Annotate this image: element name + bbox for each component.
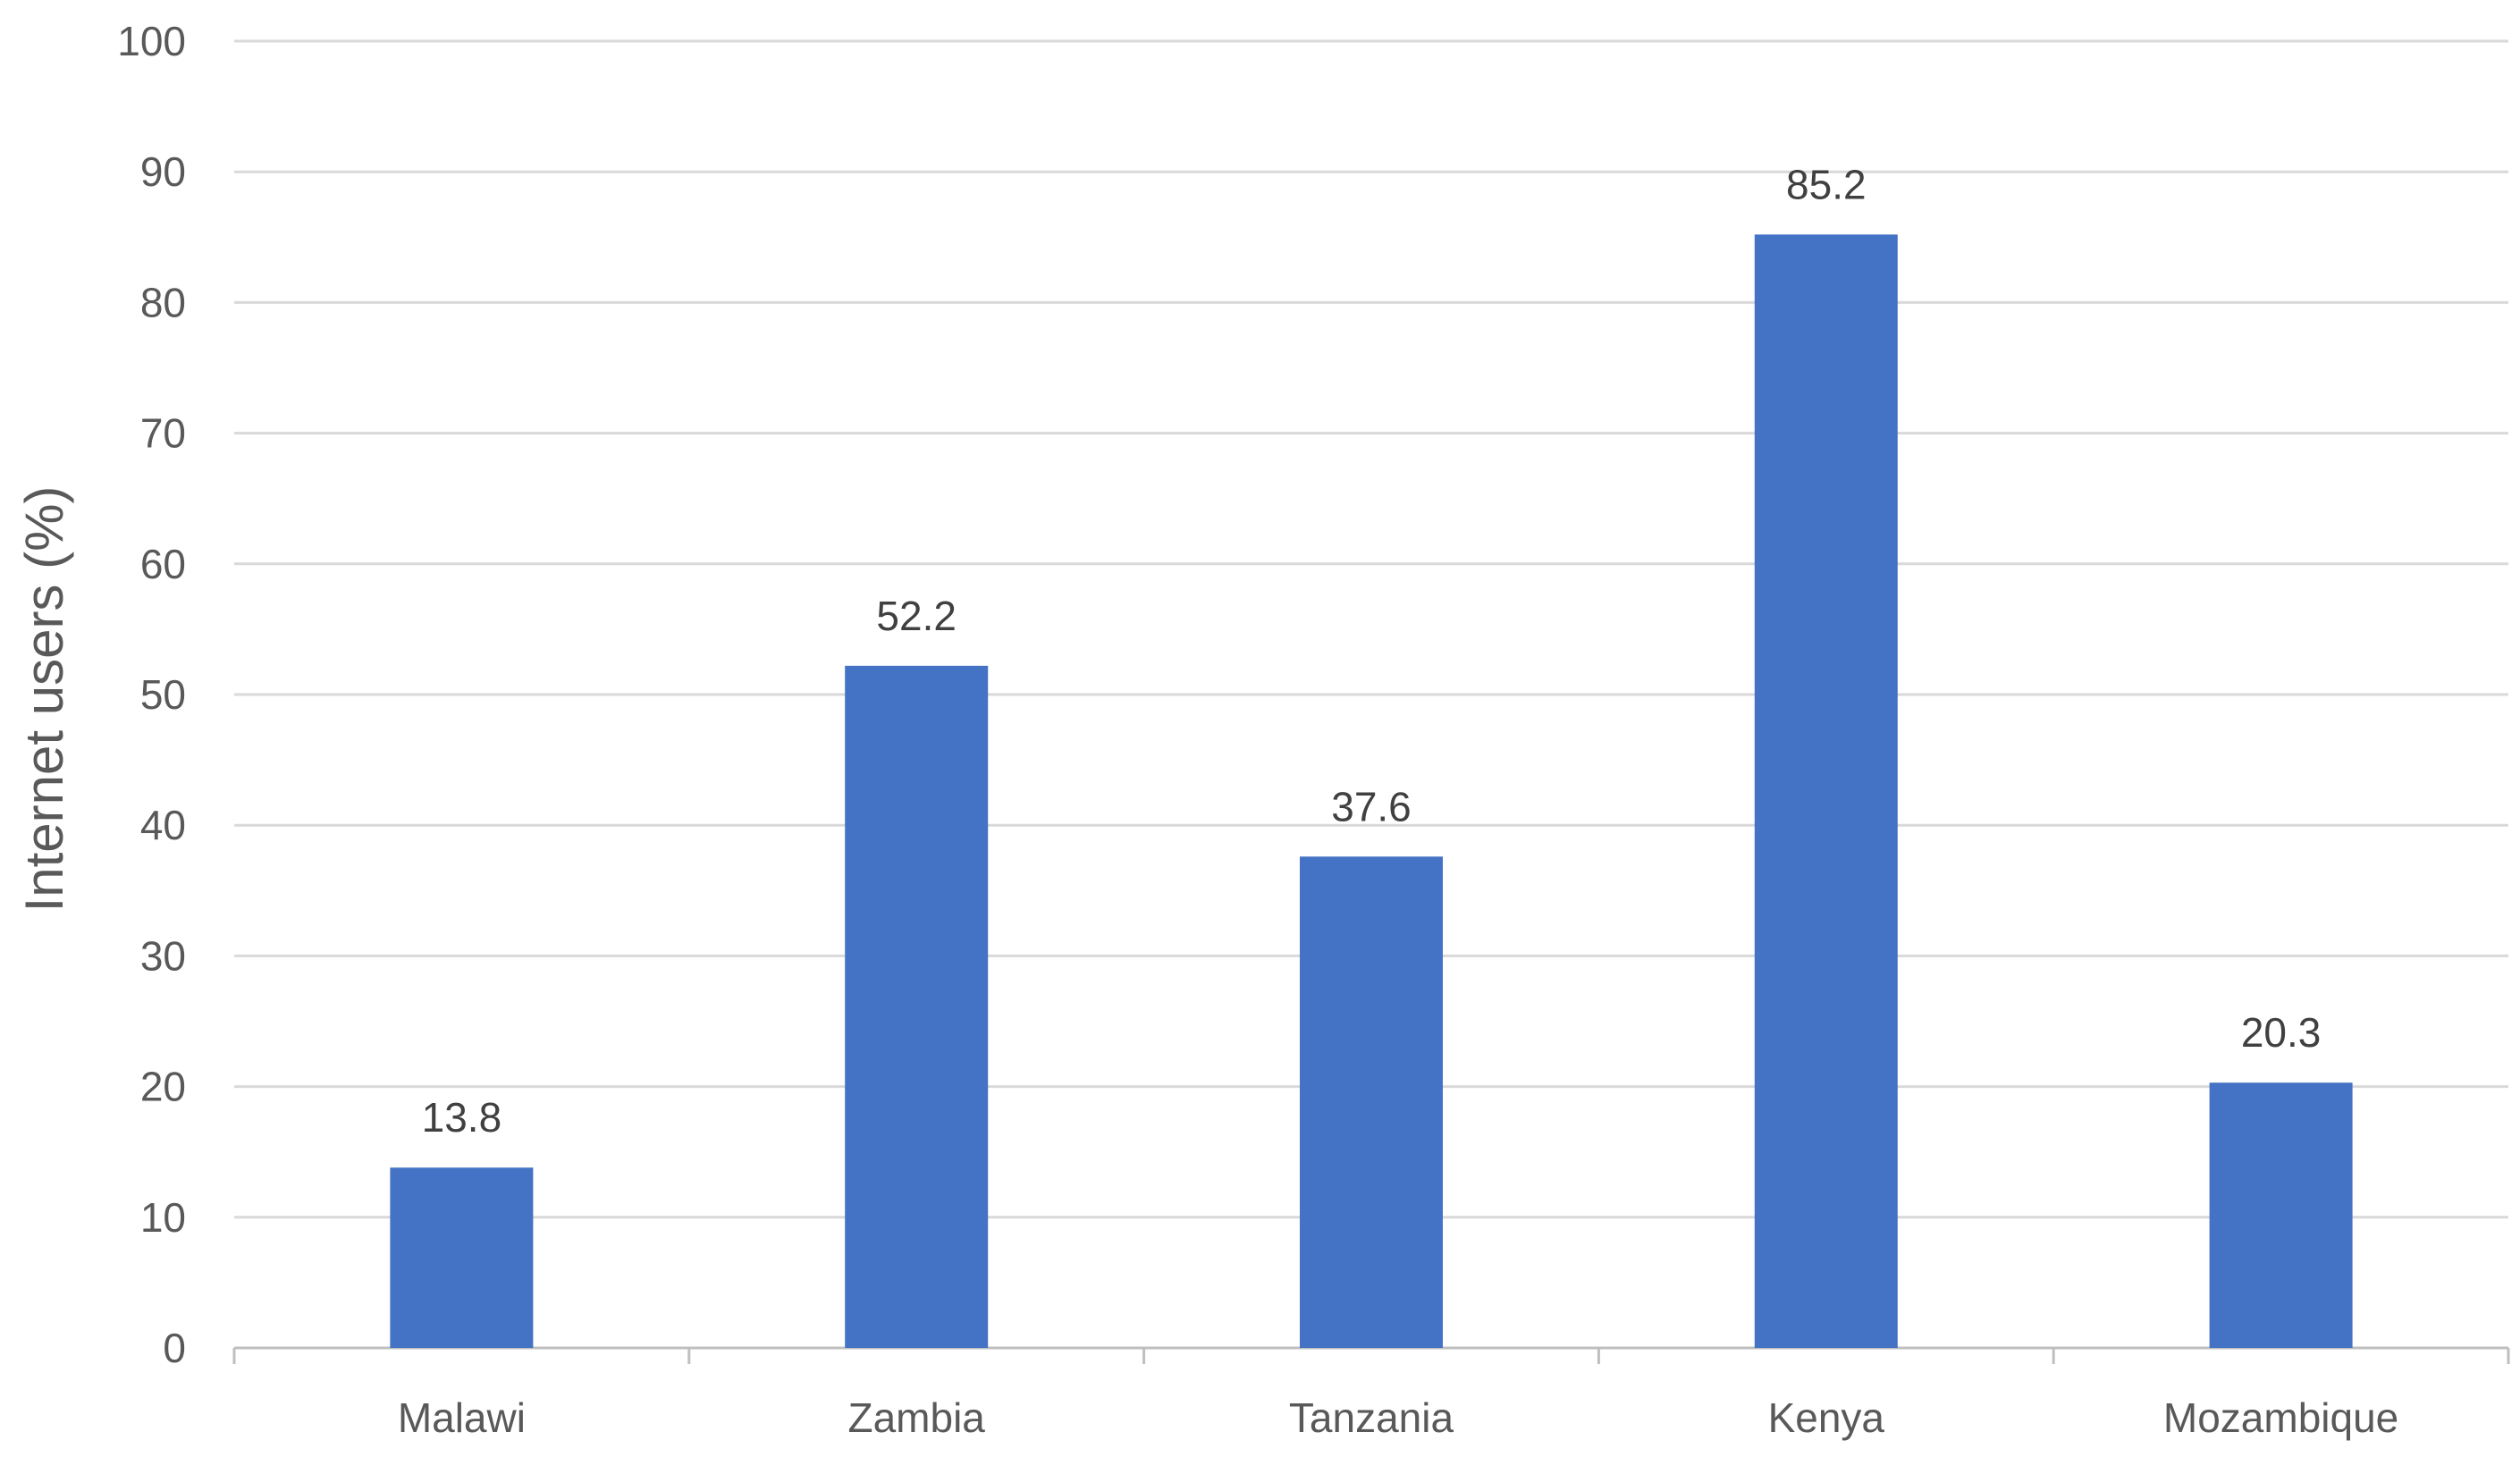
x-category-label: Kenya bbox=[1768, 1394, 1885, 1441]
x-axis bbox=[232, 1346, 2510, 1364]
y-tick-label: 50 bbox=[140, 671, 186, 718]
y-tick-label: 10 bbox=[140, 1194, 186, 1241]
data-label: 85.2 bbox=[1786, 161, 1867, 207]
y-tick-label: 80 bbox=[140, 279, 186, 325]
y-tick-label: 30 bbox=[140, 932, 186, 979]
y-tick-label: 70 bbox=[140, 410, 186, 457]
data-label: 37.6 bbox=[1331, 783, 1412, 830]
bar-zambia bbox=[845, 665, 989, 1348]
bar-kenya bbox=[1754, 234, 1898, 1349]
y-tick-label: 40 bbox=[140, 802, 186, 848]
bar-malawi bbox=[390, 1167, 534, 1348]
y-tick-label: 100 bbox=[117, 18, 186, 64]
y-tick-label: 60 bbox=[140, 541, 186, 587]
data-label: 52.2 bbox=[876, 593, 957, 639]
y-axis-title: Internet users (%) bbox=[14, 486, 74, 913]
y-tick-label: 20 bbox=[140, 1064, 186, 1110]
data-label: 13.8 bbox=[422, 1094, 502, 1141]
y-tick-label: 90 bbox=[140, 148, 186, 195]
y-tick-label: 0 bbox=[163, 1325, 186, 1371]
gridlines bbox=[234, 39, 2508, 1219]
x-category-label: Mozambique bbox=[2163, 1394, 2398, 1441]
x-category-label: Tanzania bbox=[1289, 1394, 1454, 1441]
x-category-label: Zambia bbox=[848, 1394, 986, 1441]
x-category-label: Malawi bbox=[398, 1394, 526, 1441]
category-labels: Malawi Zambia Tanzania Kenya Mozambique bbox=[398, 1394, 2398, 1441]
bar-mozambique bbox=[2209, 1082, 2353, 1348]
y-axis-ticks: 0 10 20 30 40 50 60 70 80 90 100 bbox=[117, 18, 186, 1371]
bar-tanzania bbox=[1300, 856, 1443, 1348]
bars bbox=[390, 234, 2353, 1349]
data-labels: 13.8 52.2 37.6 85.2 20.3 bbox=[422, 161, 2322, 1141]
data-label: 20.3 bbox=[2241, 1009, 2322, 1056]
